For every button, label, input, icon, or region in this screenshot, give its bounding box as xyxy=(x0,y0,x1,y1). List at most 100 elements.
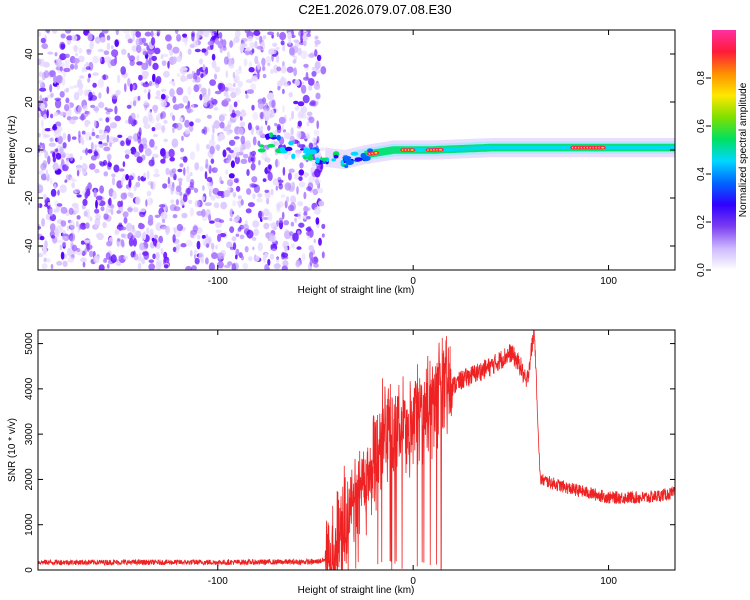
noise-speckle xyxy=(46,30,50,34)
noise-speckle xyxy=(314,35,319,40)
noise-speckle xyxy=(313,263,319,268)
noise-speckle xyxy=(314,168,321,178)
noise-speckle xyxy=(39,82,43,87)
noise-speckle xyxy=(74,205,80,214)
y-tick-label: 3000 xyxy=(24,423,35,446)
noise-speckle xyxy=(81,250,86,256)
noise-speckle xyxy=(148,259,155,264)
noise-speckle xyxy=(308,53,315,58)
signal-blob xyxy=(315,157,320,164)
noise-speckle xyxy=(278,183,284,190)
noise-speckle xyxy=(293,67,297,77)
noise-speckle xyxy=(127,175,134,181)
noise-speckle xyxy=(64,59,70,68)
noise-speckle xyxy=(200,73,204,79)
noise-speckle xyxy=(59,53,67,61)
noise-speckle xyxy=(251,104,255,111)
noise-speckle xyxy=(207,41,214,46)
noise-speckle xyxy=(196,68,201,76)
noise-speckle xyxy=(166,43,173,51)
noise-speckle xyxy=(281,122,285,132)
noise-speckle xyxy=(55,152,62,160)
noise-speckle xyxy=(120,226,127,231)
noise-speckle xyxy=(193,188,199,193)
noise-speckle xyxy=(205,243,210,249)
noise-speckle xyxy=(255,255,260,262)
noise-speckle xyxy=(211,133,215,141)
noise-speckle xyxy=(160,100,167,108)
noise-speckle xyxy=(237,80,243,88)
noise-speckle xyxy=(146,170,150,180)
noise-speckle xyxy=(97,78,105,88)
noise-speckle xyxy=(306,186,312,192)
noise-speckle xyxy=(38,184,44,193)
noise-speckle xyxy=(78,47,83,54)
noise-speckle xyxy=(117,134,123,138)
noise-speckle xyxy=(109,142,112,148)
noise-speckle xyxy=(232,71,236,79)
noise-speckle xyxy=(194,162,200,171)
noise-speckle xyxy=(210,36,217,41)
noise-speckle xyxy=(45,169,49,178)
noise-speckle xyxy=(264,264,269,270)
y-tick-label: 4000 xyxy=(24,377,35,400)
noise-speckle xyxy=(102,221,107,229)
noise-speckle xyxy=(242,43,248,48)
noise-speckle xyxy=(198,83,201,89)
noise-speckle xyxy=(85,120,91,125)
noise-speckle xyxy=(230,91,237,99)
noise-speckle xyxy=(192,225,199,232)
noise-speckle xyxy=(194,118,201,123)
noise-speckle xyxy=(298,144,306,149)
noise-speckle xyxy=(207,163,210,171)
noise-speckle xyxy=(57,135,63,145)
noise-speckle xyxy=(209,79,217,86)
y-tick-label: -40 xyxy=(24,238,35,253)
noise-speckle xyxy=(288,92,293,98)
noise-speckle xyxy=(275,46,280,51)
noise-speckle xyxy=(297,201,304,207)
noise-speckle xyxy=(319,147,325,152)
noise-speckle xyxy=(289,202,296,212)
noise-speckle xyxy=(303,76,310,81)
noise-speckle xyxy=(127,52,130,59)
noise-speckle xyxy=(111,49,119,57)
signal-hot-core xyxy=(601,146,605,149)
noise-speckle xyxy=(250,83,257,91)
noise-speckle xyxy=(262,35,267,40)
noise-speckle xyxy=(246,169,250,176)
noise-speckle xyxy=(132,237,137,247)
colorbar-tick-label: 0.6 xyxy=(696,119,707,133)
noise-speckle xyxy=(55,75,63,84)
noise-speckle xyxy=(267,31,275,36)
noise-speckle xyxy=(49,177,53,185)
noise-speckle xyxy=(205,257,209,265)
noise-speckle xyxy=(93,189,97,198)
noise-speckle xyxy=(228,139,236,146)
noise-speckle xyxy=(297,120,302,127)
noise-speckle xyxy=(185,265,192,270)
noise-speckle xyxy=(232,219,238,223)
noise-speckle xyxy=(143,42,148,46)
noise-speckle xyxy=(146,45,150,51)
signal-blob xyxy=(342,156,352,160)
noise-speckle xyxy=(155,76,162,84)
noise-speckle xyxy=(87,77,91,83)
colorbar-tick-label: 0.4 xyxy=(696,167,707,181)
noise-speckle xyxy=(199,93,203,101)
noise-speckle xyxy=(74,63,78,70)
noise-speckle xyxy=(215,144,221,151)
noise-speckle xyxy=(191,265,197,270)
noise-speckle xyxy=(308,84,313,91)
noise-speckle xyxy=(87,182,92,191)
noise-speckle xyxy=(199,58,203,65)
noise-speckle xyxy=(152,253,156,260)
signal-blob xyxy=(284,146,293,152)
noise-speckle xyxy=(177,177,183,182)
noise-speckle xyxy=(252,74,259,82)
noise-speckle xyxy=(270,68,274,75)
noise-speckle xyxy=(194,48,201,53)
noise-speckle xyxy=(154,122,162,130)
